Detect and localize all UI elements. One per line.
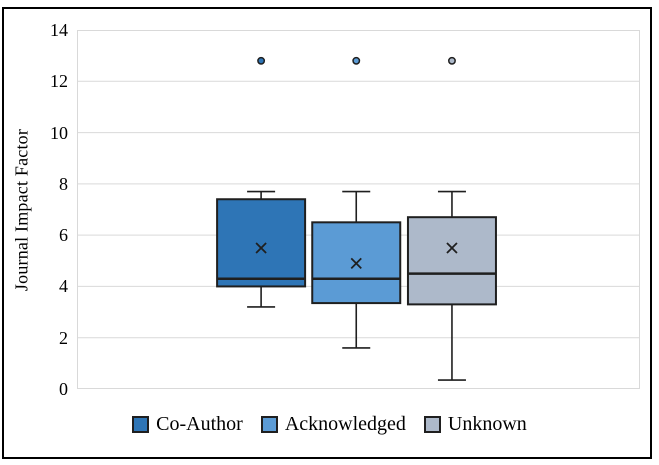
box-unknown <box>406 56 497 381</box>
y-axis-tick-label: 8 <box>59 173 68 194</box>
y-axis-tick-label: 12 <box>50 71 68 92</box>
y-axis-title: Journal Impact Factor <box>11 128 32 292</box>
plot-area <box>77 30 640 389</box>
box-acknowledged <box>311 56 402 349</box>
legend-swatch-icon <box>260 416 278 433</box>
plot-frame <box>77 30 640 389</box>
legend-label: Unknown <box>447 413 527 435</box>
outlier-point <box>448 56 456 65</box>
y-axis-tick-label: 2 <box>59 327 68 348</box>
legend-item-acknowledged[interactable]: Acknowledged <box>260 413 406 436</box>
mean-marker <box>446 242 458 254</box>
box-rect <box>406 216 497 306</box>
box-co-author <box>216 56 307 308</box>
outlier-point <box>352 56 361 65</box>
outlier-point <box>257 56 266 65</box>
legend-label: Co-Author <box>156 413 243 435</box>
y-axis-tick-label: 14 <box>50 20 68 40</box>
mean-marker <box>350 257 362 269</box>
y-axis-tick-label: 6 <box>59 225 68 246</box>
legend-swatch-icon <box>423 416 441 433</box>
y-axis-tick-label: 10 <box>50 122 68 143</box>
mean-marker <box>255 242 267 254</box>
box-rect <box>216 198 307 288</box>
legend-item-unknown[interactable]: Unknown <box>423 413 527 436</box>
y-axis-tick-label: 0 <box>59 379 68 399</box>
y-axis-tick-label: 4 <box>59 276 68 297</box>
legend-item-co-author[interactable]: Co-Author <box>132 413 243 436</box>
legend-swatch-icon <box>132 416 150 433</box>
legend: Co-Author Acknowledged Unknown <box>0 413 659 436</box>
legend-label: Acknowledged <box>284 413 406 435</box>
